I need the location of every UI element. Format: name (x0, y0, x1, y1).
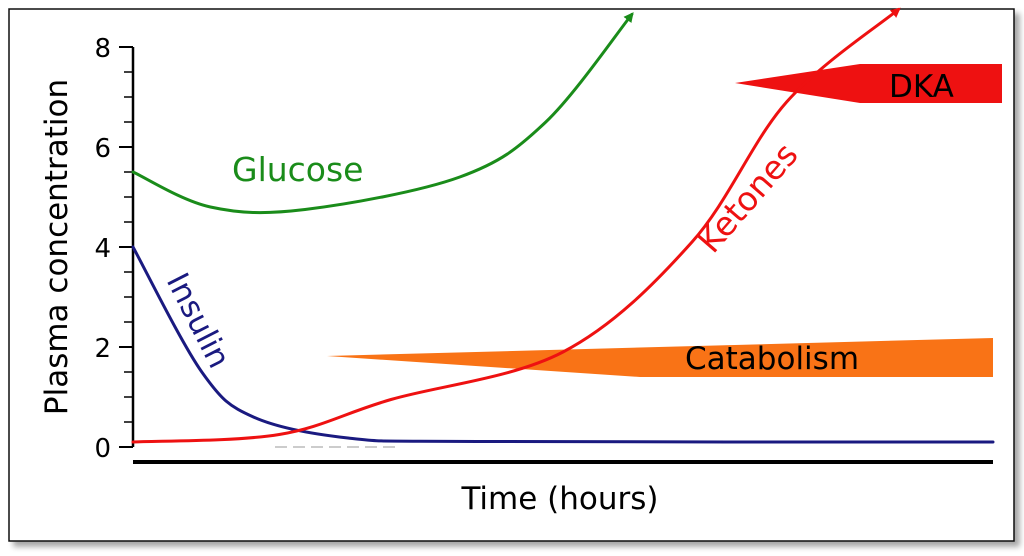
insulin-series-line (131, 245, 995, 444)
series-layer (131, 7, 995, 444)
catabolism-band-label: Catabolism (685, 341, 859, 377)
y-tick-label: 6 (94, 134, 111, 164)
y-tick-label: 8 (94, 34, 111, 64)
dka-band-label: DKA (889, 69, 954, 105)
x-axis-title: Time (hours) (460, 481, 658, 517)
glucose-series-line (131, 12, 634, 215)
y-tick-label: 2 (94, 334, 111, 364)
dka-band (735, 64, 1002, 103)
band-layer (327, 64, 1002, 377)
y-tick-label: 0 (94, 434, 111, 464)
ketones-series-line (131, 7, 901, 444)
y-axis-title: Plasma concentration (39, 79, 75, 415)
glucose-series-label: Glucose (232, 150, 363, 189)
catabolism-band (327, 338, 993, 377)
y-tick-label: 4 (94, 234, 111, 264)
axes: 0 2 4 6 8 Time (hours) Plasma concentration (39, 34, 993, 517)
